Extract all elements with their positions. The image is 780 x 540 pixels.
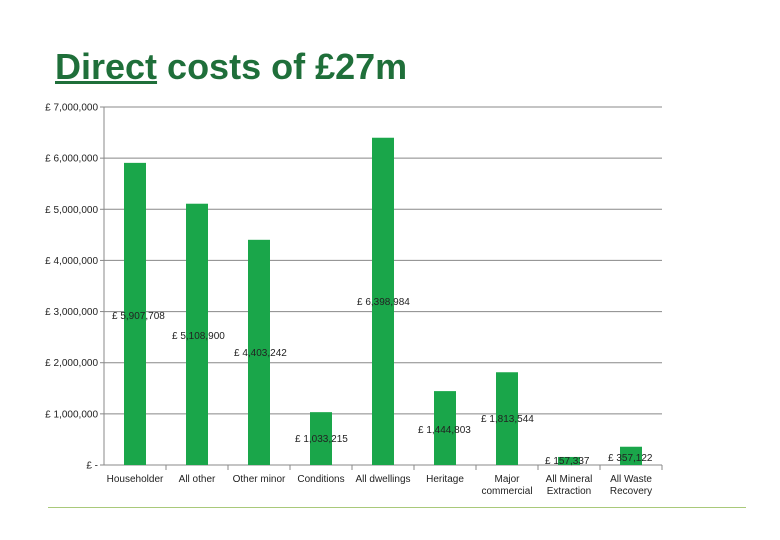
y-tick-label-0: £ 7,000,000 — [45, 103, 98, 114]
x-tick-label-3: Conditions — [297, 474, 344, 485]
x-tick-label-line: Extraction — [547, 486, 591, 497]
y-tick-label-2: £ 5,000,000 — [45, 205, 98, 216]
data-label-8: £ 357,122 — [608, 453, 653, 464]
data-label-6: £ 1,813,544 — [481, 414, 534, 425]
y-tick-label-1: £ 6,000,000 — [45, 154, 98, 165]
data-label-3: £ 1,033,215 — [295, 434, 348, 445]
bar-2 — [248, 239, 270, 465]
x-tick-label-5: Heritage — [426, 474, 464, 485]
x-tick-label-line: All Mineral — [546, 474, 593, 485]
data-label-4: £ 6,398,984 — [357, 297, 410, 308]
title-rest: costs of £27m — [157, 46, 408, 87]
x-tick-label-line: All dwellings — [355, 474, 410, 485]
x-tick-label-line: Recovery — [610, 486, 652, 497]
y-tick-label-6: £ 1,000,000 — [45, 409, 98, 420]
x-tick-label-line: commercial — [481, 486, 532, 497]
data-label-0: £ 5,907,708 — [112, 311, 165, 322]
data-label-1: £ 5,108,900 — [172, 331, 225, 342]
bar-6 — [496, 372, 518, 465]
bar-3 — [310, 412, 332, 465]
data-label-7: £ 157,337 — [545, 456, 590, 467]
page-title: Direct costs of £27m — [55, 46, 407, 88]
x-tick-label-4: All dwellings — [355, 474, 410, 485]
data-label-5: £ 1,444,803 — [418, 425, 471, 436]
footer-divider — [48, 507, 746, 508]
x-tick-label-line: Heritage — [426, 474, 464, 485]
x-tick-label-line: All Waste — [610, 474, 652, 485]
title-underlined-word: Direct — [55, 46, 158, 87]
x-tick-label-7: All Mineral Extraction — [546, 474, 593, 497]
y-tick-label-4: £ 3,000,000 — [45, 307, 98, 318]
bar-0 — [124, 162, 146, 466]
bar-8 — [620, 446, 642, 465]
x-tick-label-6: Major commercial — [481, 474, 532, 497]
x-tick-label-line: Conditions — [297, 474, 344, 485]
y-tick-label-3: £ 4,000,000 — [45, 256, 98, 267]
x-tick-label-line: Other minor — [233, 474, 286, 485]
x-tick-label-line: Major — [494, 474, 520, 485]
x-tick-label-2: Other minor — [233, 474, 286, 485]
x-tick-label-0: Householder — [107, 474, 164, 485]
bar-7 — [558, 456, 580, 465]
y-tick-label-7: £ - — [86, 461, 98, 472]
bar-4 — [372, 137, 394, 465]
x-tick-label-8: All Waste Recovery — [610, 474, 652, 497]
x-tick-label-line: All other — [179, 474, 216, 485]
y-tick-label-5: £ 2,000,000 — [45, 358, 98, 369]
bar-1 — [186, 203, 208, 466]
x-tick-label-1: All other — [179, 474, 216, 485]
bar-5 — [434, 391, 456, 465]
data-label-2: £ 4,403,242 — [234, 348, 287, 359]
x-tick-label-line: Householder — [107, 474, 164, 485]
